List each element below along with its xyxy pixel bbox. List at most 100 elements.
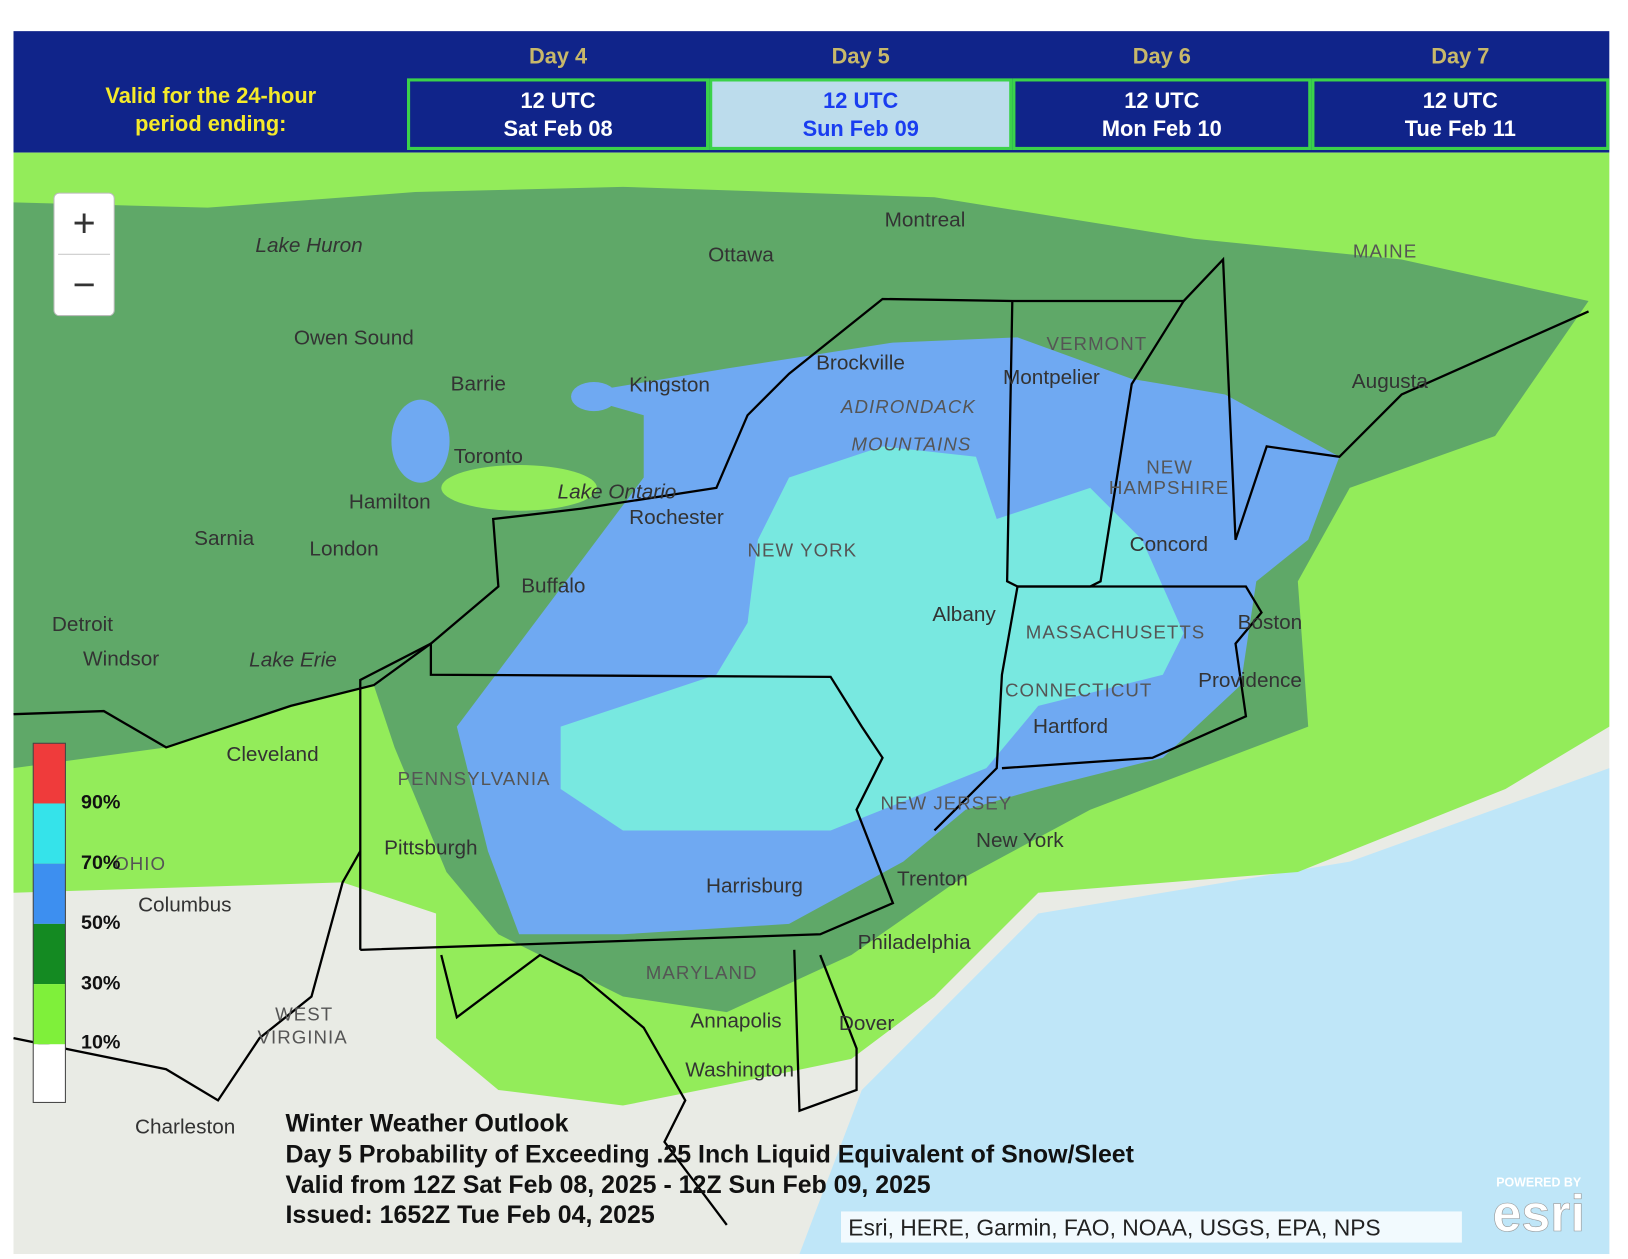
area-50: [571, 382, 617, 412]
place-label: MAINE: [1353, 240, 1417, 261]
place-label: NEW JERSEY: [880, 793, 1012, 814]
title-line: Winter Weather Outlook: [286, 1110, 569, 1138]
legend-swatch: [33, 863, 66, 924]
place-label: Kingston: [629, 373, 710, 396]
zoom-out[interactable]: −: [73, 263, 96, 307]
place-label: Hamilton: [349, 491, 431, 514]
place-label: Montreal: [885, 208, 966, 231]
border: [430, 297, 1186, 832]
tab-date: Sun Feb 09: [803, 116, 919, 141]
map-title: Winter Weather Outlook Day 5 Probability…: [286, 1110, 1134, 1229]
place-label: VIRGINIA: [257, 1026, 347, 1047]
place-label: Cleveland: [226, 743, 318, 766]
place-label: Buffalo: [521, 575, 585, 598]
place-label: Augusta: [1352, 370, 1429, 393]
legend: 90% 70% 50% 30% 10%: [32, 742, 121, 1103]
place-label: CONNECTICUT: [1005, 680, 1152, 701]
zoom-in[interactable]: +: [73, 202, 96, 246]
border: [13, 850, 362, 1102]
place-label: Concord: [1130, 533, 1208, 556]
day-label: Day 7: [1431, 43, 1489, 68]
legend-label: 50%: [81, 912, 121, 934]
place-label: Detroit: [52, 613, 113, 636]
border: [13, 642, 432, 749]
place-label: Rochester: [629, 506, 724, 529]
border: [1001, 301, 1263, 770]
place-label: NEW YORK: [748, 539, 858, 560]
place-label: New York: [976, 829, 1064, 852]
place-label: Lake Huron: [255, 234, 362, 257]
legend-swatch: [33, 803, 66, 864]
place-label: Owen Sound: [294, 327, 414, 350]
place-label: Philadelphia: [858, 931, 972, 954]
attribution-box: [840, 1211, 1462, 1243]
place-label: Ottawa: [708, 244, 774, 267]
place-label: Barrie: [451, 372, 506, 395]
logo-caption: POWERED BY: [1496, 1176, 1582, 1190]
place-label: Charleston: [135, 1116, 235, 1139]
tab-date: Tue Feb 11: [1405, 116, 1516, 141]
place-label: Hartford: [1033, 715, 1108, 738]
logo: esri: [1493, 1184, 1585, 1242]
place-label: Trenton: [897, 867, 968, 890]
place-label: WEST: [275, 1003, 333, 1024]
place-label: Lake Ontario: [558, 480, 677, 503]
day-label: Day 5: [832, 43, 890, 68]
place-label: MARYLAND: [646, 962, 758, 983]
place-label: Columbus: [138, 893, 231, 916]
day-tab[interactable]: [709, 78, 1013, 151]
tab-date: Mon Feb 10: [1102, 116, 1222, 141]
day-label: Day 6: [1133, 43, 1191, 68]
place-label: ADIRONDACK: [840, 396, 976, 417]
place-label: Washington: [685, 1058, 794, 1081]
legend-swatch: [33, 923, 66, 985]
border: [1182, 256, 1590, 541]
place-label: NEW: [1146, 456, 1193, 477]
area-70: [560, 446, 1184, 831]
zoom-control: + −: [53, 192, 115, 317]
place-label: HAMPSHIRE: [1109, 477, 1229, 498]
place-label: PENNSYLVANIA: [398, 768, 551, 789]
legend-label: 70%: [81, 852, 121, 874]
valid-label: period ending:: [135, 111, 286, 136]
day-tab[interactable]: [1311, 78, 1610, 151]
day-tab[interactable]: [1012, 78, 1312, 151]
tab-time: 12 UTC: [1423, 88, 1498, 113]
place-label: Lake Erie: [249, 648, 337, 671]
place-label: Sarnia: [194, 527, 254, 550]
place-label: Brockville: [816, 352, 905, 375]
place-label: London: [309, 537, 378, 560]
area-50: [391, 399, 450, 483]
legend-label: 10%: [81, 1031, 121, 1053]
place-label: Annapolis: [690, 1010, 781, 1033]
legend-label: 90%: [81, 792, 121, 814]
place-label: Providence: [1198, 669, 1302, 692]
day-tab[interactable]: [406, 78, 710, 151]
place-label: Dover: [839, 1012, 894, 1035]
map: [13, 152, 1610, 1255]
place-label: Toronto: [454, 445, 523, 468]
title-line: Valid from 12Z Sat Feb 08, 2025 - 12Z Su…: [286, 1171, 931, 1199]
place-label: MASSACHUSETTS: [1026, 621, 1206, 642]
place-label: MOUNTAINS: [851, 434, 971, 455]
tab-time: 12 UTC: [521, 88, 596, 113]
valid-label: Valid for the 24-hour: [105, 83, 316, 108]
title-line: Issued: 1652Z Tue Feb 04, 2025: [286, 1201, 655, 1229]
tab-time: 12 UTC: [823, 88, 898, 113]
place-label: VERMONT: [1047, 333, 1148, 354]
day-label: Day 4: [529, 43, 587, 68]
place-labels: Montreal Ottawa Lake Huron Owen Sound Ba…: [52, 208, 1429, 1138]
tab-date: Sat Feb 08: [504, 116, 613, 141]
legend-swatch: [33, 984, 66, 1045]
legend-swatch: [33, 743, 66, 804]
title-line: Day 5 Probability of Exceeding .25 Inch …: [286, 1141, 1134, 1169]
attribution: Esri, HERE, Garmin, FAO, NOAA, USGS, EPA…: [848, 1214, 1380, 1240]
place-label: Albany: [932, 603, 996, 626]
legend-swatch: [33, 1044, 66, 1103]
border: [793, 949, 858, 1113]
border: [359, 641, 895, 951]
place-label: Harrisburg: [706, 875, 803, 898]
legend-label: 30%: [81, 972, 121, 994]
place-label: Montpelier: [1003, 366, 1100, 389]
